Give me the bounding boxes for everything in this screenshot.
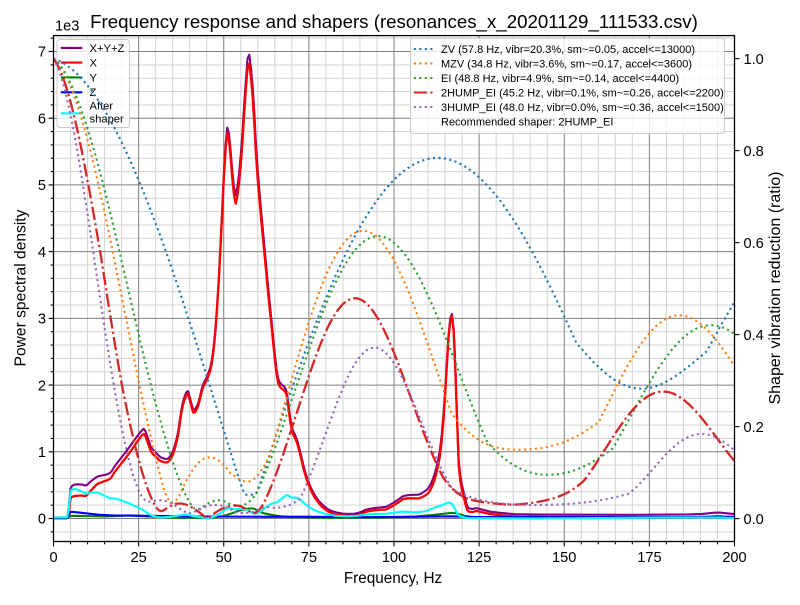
svg-text:200: 200	[722, 550, 746, 566]
svg-text:MZV (34.8 Hz, vibr=3.6%, sm~=0: MZV (34.8 Hz, vibr=3.6%, sm~=0.17, accel…	[441, 58, 692, 70]
svg-text:7: 7	[38, 45, 46, 61]
svg-text:1: 1	[38, 445, 46, 461]
svg-text:3: 3	[38, 312, 46, 328]
svg-text:1.0: 1.0	[744, 52, 764, 68]
svg-text:0.4: 0.4	[744, 328, 764, 344]
svg-text:After: After	[90, 101, 114, 113]
svg-text:Shaper vibration reduction (ra: Shaper vibration reduction (ratio)	[767, 171, 784, 404]
svg-text:0.8: 0.8	[744, 144, 764, 160]
svg-text:X: X	[90, 58, 98, 70]
svg-text:Frequency response and shapers: Frequency response and shapers (resonanc…	[90, 11, 698, 33]
svg-text:EI (48.8 Hz, vibr=4.9%, sm~=0.: EI (48.8 Hz, vibr=4.9%, sm~=0.14, accel<…	[441, 73, 679, 85]
svg-text:4: 4	[38, 245, 46, 261]
svg-text:100: 100	[382, 550, 406, 566]
svg-text:0: 0	[49, 550, 57, 566]
svg-text:175: 175	[637, 550, 661, 566]
svg-text:75: 75	[301, 550, 317, 566]
svg-text:Recommended shaper: 2HUMP_EI: Recommended shaper: 2HUMP_EI	[441, 116, 613, 128]
svg-text:0.0: 0.0	[744, 512, 764, 528]
svg-text:0.2: 0.2	[744, 420, 764, 436]
svg-text:6: 6	[38, 111, 46, 127]
svg-text:0: 0	[38, 512, 46, 528]
svg-text:Frequency, Hz: Frequency, Hz	[344, 570, 442, 587]
svg-text:50: 50	[216, 550, 232, 566]
svg-text:X+Y+Z: X+Y+Z	[90, 43, 125, 55]
svg-text:150: 150	[552, 550, 576, 566]
svg-text:125: 125	[467, 550, 491, 566]
svg-text:Power spectral density: Power spectral density	[13, 209, 30, 366]
svg-text:3HUMP_EI (48.0 Hz, vibr=0.0%,: 3HUMP_EI (48.0 Hz, vibr=0.0%, sm~=0.36, …	[441, 102, 724, 114]
svg-text:ZV (57.8 Hz, vibr=20.3%, sm~=0: ZV (57.8 Hz, vibr=20.3%, sm~=0.05, accel…	[441, 44, 695, 56]
svg-text:25: 25	[130, 550, 146, 566]
svg-text:1e3: 1e3	[55, 19, 79, 35]
svg-text:shaper: shaper	[90, 113, 124, 125]
svg-text:Y: Y	[90, 72, 98, 84]
svg-text:0.6: 0.6	[744, 236, 764, 252]
svg-text:Z: Z	[90, 87, 97, 99]
svg-text:2: 2	[38, 378, 46, 394]
svg-text:2HUMP_EI (45.2 Hz, vibr=0.1%,: 2HUMP_EI (45.2 Hz, vibr=0.1%, sm~=0.26, …	[441, 87, 724, 99]
svg-text:5: 5	[38, 178, 46, 194]
